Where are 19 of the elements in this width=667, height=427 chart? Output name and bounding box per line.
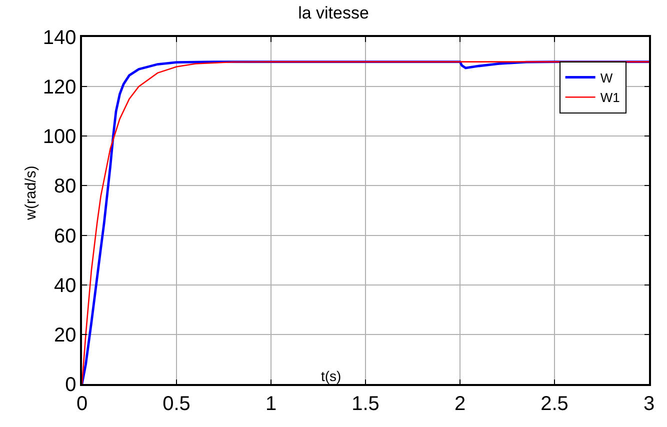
x-tick-label: 1.5	[352, 392, 380, 415]
legend-label: W	[600, 70, 614, 86]
y-tick-label: 60	[54, 225, 76, 248]
y-tick-label: 100	[42, 126, 76, 148]
x-tick-label: 2	[454, 392, 466, 415]
y-axis-title: w(rad/s)	[22, 166, 40, 221]
x-tick-label: 0.5	[162, 392, 190, 415]
y-tick-label: 40	[54, 274, 76, 297]
x-tick-label: 2.5	[540, 392, 568, 415]
x-tick-label: 1	[265, 392, 277, 415]
x-axis-title: t(s)	[321, 368, 342, 384]
y-tick-label: 120	[42, 76, 76, 99]
y-tick-label: 80	[54, 176, 76, 198]
chart-title: la vitesse	[298, 3, 369, 22]
y-tick-label: 20	[54, 324, 76, 346]
legend-label: W1	[600, 90, 620, 106]
y-tick-label: 140	[42, 27, 76, 49]
y-tick-label: 0	[65, 374, 76, 396]
x-tick-label: 3	[643, 392, 655, 415]
